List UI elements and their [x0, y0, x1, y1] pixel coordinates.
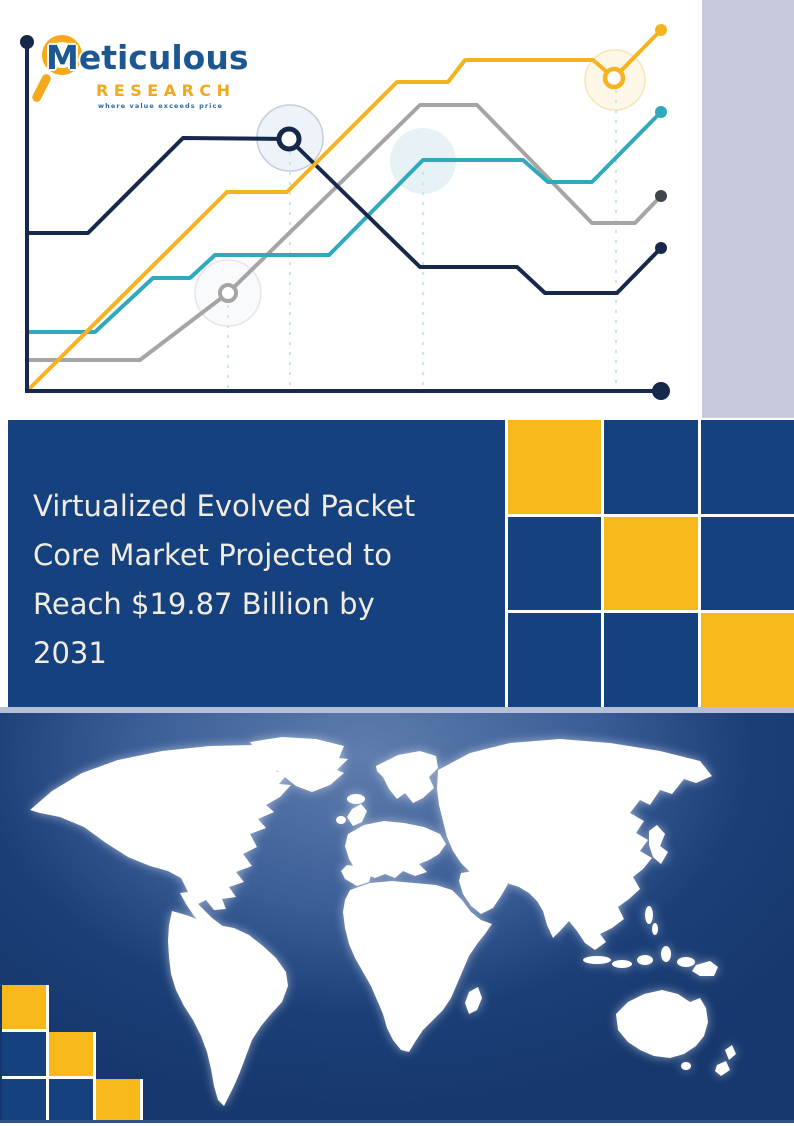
title-line-1: Virtualized Evolved Packet — [33, 489, 416, 523]
brand-tagline: where value exceeds price — [98, 102, 223, 110]
bottom-edge-strip — [0, 1120, 794, 1123]
stair-square-yellow — [2, 985, 49, 1032]
grid-cell-blue — [604, 420, 698, 514]
title-panel: Virtualized Evolved Packet Core Market P… — [8, 420, 794, 707]
decorative-line-chart — [20, 24, 670, 400]
lavender-side-panel — [702, 0, 794, 418]
decorative-checker-grid — [505, 420, 794, 707]
meticulous-research-logo: Meticulous RESEARCH where value exceeds … — [30, 30, 266, 114]
stair-square-yellow — [49, 1032, 96, 1079]
stair-square-blue — [2, 1032, 49, 1079]
stair-square-blue — [49, 1079, 96, 1126]
title-line-3: Reach $19.87 Billion by — [33, 587, 375, 621]
magnifier-icon — [42, 35, 82, 75]
grid-cell-blue — [508, 516, 602, 611]
stair-square-yellow — [96, 1079, 143, 1126]
grid-cell-yellow — [700, 613, 794, 707]
title-line-2: Core Market Projected to — [33, 538, 393, 572]
section-separator — [0, 707, 794, 713]
stair-square-blue — [2, 1079, 49, 1126]
chart-hero-section: Meticulous RESEARCH where value exceeds … — [0, 0, 794, 420]
grid-cell-blue — [700, 420, 794, 514]
world-map-section — [0, 713, 794, 1126]
brand-subtitle: RESEARCH — [96, 81, 236, 100]
world-map — [30, 737, 736, 1106]
title-line-4: 2031 — [33, 636, 107, 670]
brand-name: Meticulous — [46, 38, 249, 77]
page-title: Virtualized Evolved Packet Core Market P… — [33, 482, 503, 678]
grid-cell-yellow — [508, 420, 602, 514]
grid-cell-yellow — [604, 516, 698, 611]
grid-cell-blue — [508, 613, 602, 707]
grid-cell-blue — [604, 613, 698, 707]
grid-cell-blue — [700, 516, 794, 611]
